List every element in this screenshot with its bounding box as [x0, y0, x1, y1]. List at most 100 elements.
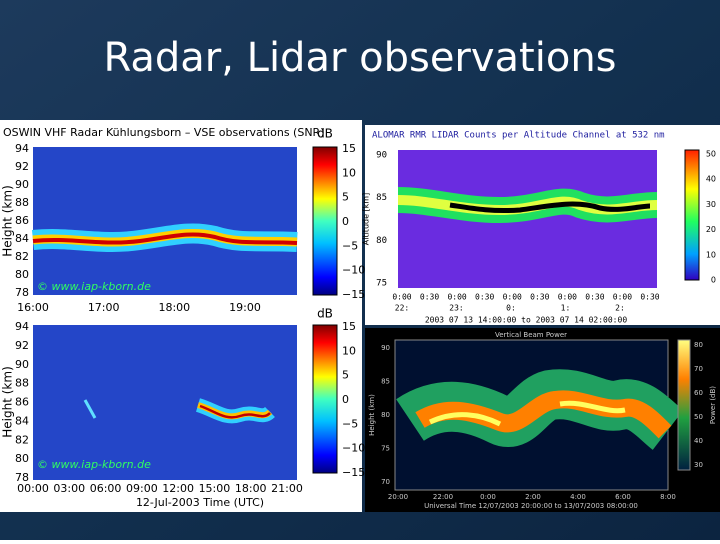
panel-title: ALOMAR RMR LIDAR Counts per Altitude Cha… [372, 131, 665, 141]
radar-plot-2 [33, 325, 297, 480]
x-tick-label: 8:00 [660, 493, 676, 501]
x-tick-label: 19:00 [229, 301, 261, 314]
y-tick-label: 90 [15, 178, 29, 191]
x-axis-label: 2003 07 13 14:00:00 to 2003 07 14 02:00:… [425, 316, 627, 325]
colorbar-tick: 10 [342, 344, 356, 357]
x-tick-label: 12:00 [162, 482, 194, 495]
x-tick-label: 0:00 [392, 293, 411, 302]
y-tick-label: 82 [15, 433, 29, 446]
x-tick-label: 15:00 [199, 482, 231, 495]
colorbar-unit: Power (dB) [709, 386, 717, 424]
colorbar-tick: 5 [342, 191, 349, 204]
x-tick-label: 0:00 [480, 493, 496, 501]
y-axis-label: Height (km) [1, 185, 15, 256]
echo-band [199, 404, 271, 419]
x-tick-label: 20:00 [388, 493, 408, 501]
x-tick-label: 03:00 [53, 482, 85, 495]
x-tick-label: 6:00 [615, 493, 631, 501]
y-tick-label: 88 [15, 196, 29, 209]
colorbar-tick: 40 [694, 437, 703, 445]
x-tick-label: 2: [615, 304, 625, 313]
colorbar-tick: 0 [342, 215, 349, 228]
y-tick-label: 86 [15, 396, 29, 409]
x-tick-label: 0:00 [503, 293, 522, 302]
y-tick-label: 70 [381, 478, 390, 486]
y-tick-label: 84 [15, 232, 29, 245]
echo-band [32, 232, 298, 245]
y-tick-label: 75 [376, 279, 387, 289]
colorbar-tick: 40 [706, 175, 716, 184]
x-tick-label: 22:00 [433, 493, 453, 501]
x-tick-label: 0:00 [613, 293, 632, 302]
x-tick-label: 0:30 [585, 293, 604, 302]
colorbar [684, 149, 700, 281]
echo-band [428, 400, 626, 427]
slide-title: Radar, Lidar observations [103, 35, 616, 81]
x-tick-label: 0:30 [420, 293, 439, 302]
echo-band [83, 399, 97, 419]
y-axis-label: Height (km) [1, 366, 15, 437]
x-tick-label: 2:00 [525, 493, 541, 501]
colorbar-unit: dB [317, 307, 333, 321]
x-tick-label: 18:00 [158, 301, 190, 314]
y-tick-label: 90 [376, 151, 387, 161]
panel-title: Vertical Beam Power [495, 331, 567, 339]
x-tick-label: 00:00 [17, 482, 49, 495]
colorbar-tick: −15 [342, 288, 365, 301]
colorbar-tick: 0 [342, 393, 349, 406]
colorbar-tick: 0 [711, 276, 716, 285]
x-axis-label: 12-Jul-2003 Time (UTC) [136, 496, 264, 509]
y-tick-label: 80 [15, 452, 29, 465]
colorbar-tick: 5 [342, 369, 349, 382]
colorbar-tick: −10 [342, 442, 365, 455]
colorbar-tick: 70 [694, 365, 703, 373]
y-tick-label: 92 [15, 339, 29, 352]
x-tick-label: 22: [395, 304, 409, 313]
x-tick-label: 0:00 [447, 293, 466, 302]
x-tick-label: 21:00 [271, 482, 303, 495]
y-tick-label: 88 [15, 377, 29, 390]
colorbar [677, 339, 691, 471]
colorbar-tick: 50 [694, 413, 703, 421]
y-tick-label: 78 [15, 286, 29, 299]
watermark: © www.iap-kborn.de [37, 280, 151, 293]
x-tick-label: 23: [449, 304, 463, 313]
x-tick-label: 09:00 [126, 482, 158, 495]
x-tick-label: 18:00 [235, 482, 267, 495]
layer-band [449, 201, 651, 214]
y-tick-label: 94 [15, 142, 29, 155]
x-tick-label: 0: [506, 304, 516, 313]
colorbar-tick: 60 [694, 389, 703, 397]
colorbar-unit: dB [317, 127, 333, 141]
x-tick-label: 06:00 [90, 482, 122, 495]
colorbar-tick: −15 [342, 466, 365, 479]
x-tick-label: 0:30 [640, 293, 659, 302]
panel-title: OSWIN VHF Radar Kühlungsborn – VSE obser… [3, 126, 325, 139]
x-tick-label: 0:00 [558, 293, 577, 302]
y-tick-label: 80 [381, 411, 390, 419]
y-tick-label: 86 [15, 214, 29, 227]
colorbar-tick: 20 [706, 225, 716, 234]
colorbar-tick: 15 [342, 142, 356, 155]
colorbar [312, 146, 338, 296]
y-tick-label: 85 [376, 193, 387, 203]
labels: OSWIN VHF Radar Kühlungsborn – VSE obser… [1, 126, 718, 510]
y-tick-label: 82 [15, 250, 29, 263]
x-tick-label: 17:00 [88, 301, 120, 314]
x-tick-label: 0:30 [475, 293, 494, 302]
x-tick-label: 4:00 [570, 493, 586, 501]
y-axis-label: Height (km) [368, 394, 376, 436]
colorbar-tick: 80 [694, 341, 703, 349]
y-tick-label: 75 [381, 445, 390, 453]
watermark: © www.iap-kborn.de [37, 458, 151, 471]
colorbar-tick: −5 [342, 417, 358, 430]
x-tick-label: 0:30 [530, 293, 549, 302]
colorbar-tick: −5 [342, 239, 358, 252]
colorbar-tick: 30 [694, 461, 703, 469]
y-tick-label: 94 [15, 320, 29, 333]
y-tick-label: 90 [15, 358, 29, 371]
y-axis-label: Altitude [km] [362, 193, 371, 245]
y-tick-label: 80 [15, 268, 29, 281]
